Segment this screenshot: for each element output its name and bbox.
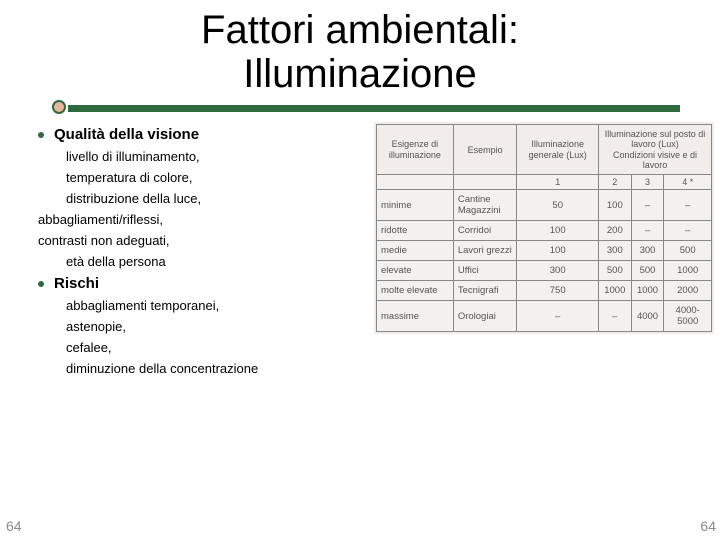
list-item: astenopie,	[66, 319, 368, 334]
table-row: elevate Uffici 300 500 500 1000	[377, 261, 712, 281]
list-item: livello di illuminamento,	[66, 149, 368, 164]
table-row: medie Lavori grezzi 100 300 300 500	[377, 241, 712, 261]
slide-title: Fattori ambientali: Illuminazione	[0, 0, 720, 100]
list-item: contrasti non adeguati,	[38, 233, 368, 248]
title-line-2: Illuminazione	[243, 52, 476, 96]
row-label: minime	[377, 190, 454, 221]
list-item: abbagliamenti temporanei,	[66, 298, 368, 313]
section-1-label: Qualità della visione	[54, 126, 199, 143]
cell: –	[598, 301, 631, 332]
divider-circle-icon	[52, 100, 66, 114]
cell: 100	[517, 241, 599, 261]
col-header: Esigenze di illuminazione	[377, 125, 454, 175]
list-item: diminuzione della concentrazione	[66, 361, 368, 376]
cell: 750	[517, 281, 599, 301]
section-heading-1: Qualità della visione	[38, 126, 368, 143]
cell: –	[664, 221, 712, 241]
illumination-table-wrap: Esigenze di illuminazione Esempio Illumi…	[374, 122, 714, 334]
illumination-table: Esigenze di illuminazione Esempio Illumi…	[376, 124, 712, 332]
cell: 500	[631, 261, 664, 281]
cell: –	[631, 190, 664, 221]
row-label: molte elevate	[377, 281, 454, 301]
page-number-left: 64	[6, 518, 22, 534]
col-header: Illuminazione generale (Lux)	[517, 125, 599, 175]
bullet-icon	[38, 132, 44, 138]
col-header-group: Illuminazione sul posto di lavoro (Lux) …	[598, 125, 711, 175]
list-item: temperatura di colore,	[66, 170, 368, 185]
table-row: ridotte Corridoi 100 200 – –	[377, 221, 712, 241]
list-item: abbagliamenti/riflessi,	[38, 212, 368, 227]
table-row: minime Cantine Magazzini 50 100 – –	[377, 190, 712, 221]
list-item: distribuzione della luce,	[66, 191, 368, 206]
cell: 200	[598, 221, 631, 241]
cell: 300	[631, 241, 664, 261]
divider-line	[68, 105, 680, 112]
list-item: età della persona	[66, 254, 368, 269]
row-label: medie	[377, 241, 454, 261]
row-example: Uffici	[453, 261, 517, 281]
cell: 1000	[664, 261, 712, 281]
cell: 4000	[631, 301, 664, 332]
cell: 500	[664, 241, 712, 261]
page-number-right: 64	[700, 518, 716, 534]
title-line-1: Fattori ambientali:	[201, 8, 519, 52]
subcol: 1	[517, 175, 599, 190]
cell: 50	[517, 190, 599, 221]
list-item: cefalee,	[66, 340, 368, 355]
cell: –	[631, 221, 664, 241]
cell: 4000-5000	[664, 301, 712, 332]
cell: 100	[598, 190, 631, 221]
cell: 1000	[598, 281, 631, 301]
table-num-row: 1 2 3 4 *	[377, 175, 712, 190]
table-header-row: Esigenze di illuminazione Esempio Illumi…	[377, 125, 712, 175]
section-2-label: Rischi	[54, 275, 99, 292]
title-divider	[58, 100, 680, 114]
row-label: ridotte	[377, 221, 454, 241]
row-example: Orologiai	[453, 301, 517, 332]
row-example: Corridoi	[453, 221, 517, 241]
cell: –	[664, 190, 712, 221]
cell: 300	[598, 241, 631, 261]
bullet-list: Qualità della visione livello di illumin…	[38, 122, 368, 382]
row-label: massime	[377, 301, 454, 332]
row-example: Tecnigrafi	[453, 281, 517, 301]
col-subheader-text: Condizioni visive e di lavoro	[613, 150, 697, 170]
section-heading-2: Rischi	[38, 275, 368, 292]
row-example: Cantine Magazzini	[453, 190, 517, 221]
subcol: 4 *	[664, 175, 712, 190]
subcol: 3	[631, 175, 664, 190]
cell: 500	[598, 261, 631, 281]
table-row: massime Orologiai – – 4000 4000-5000	[377, 301, 712, 332]
subcol: 2	[598, 175, 631, 190]
bullet-icon	[38, 281, 44, 287]
col-header: Esempio	[453, 125, 517, 175]
cell: –	[517, 301, 599, 332]
cell: 100	[517, 221, 599, 241]
cell: 1000	[631, 281, 664, 301]
col-header-text: Illuminazione sul posto di lavoro (Lux)	[605, 129, 706, 149]
row-example: Lavori grezzi	[453, 241, 517, 261]
cell: 2000	[664, 281, 712, 301]
row-label: elevate	[377, 261, 454, 281]
table-row: molte elevate Tecnigrafi 750 1000 1000 2…	[377, 281, 712, 301]
cell: 300	[517, 261, 599, 281]
